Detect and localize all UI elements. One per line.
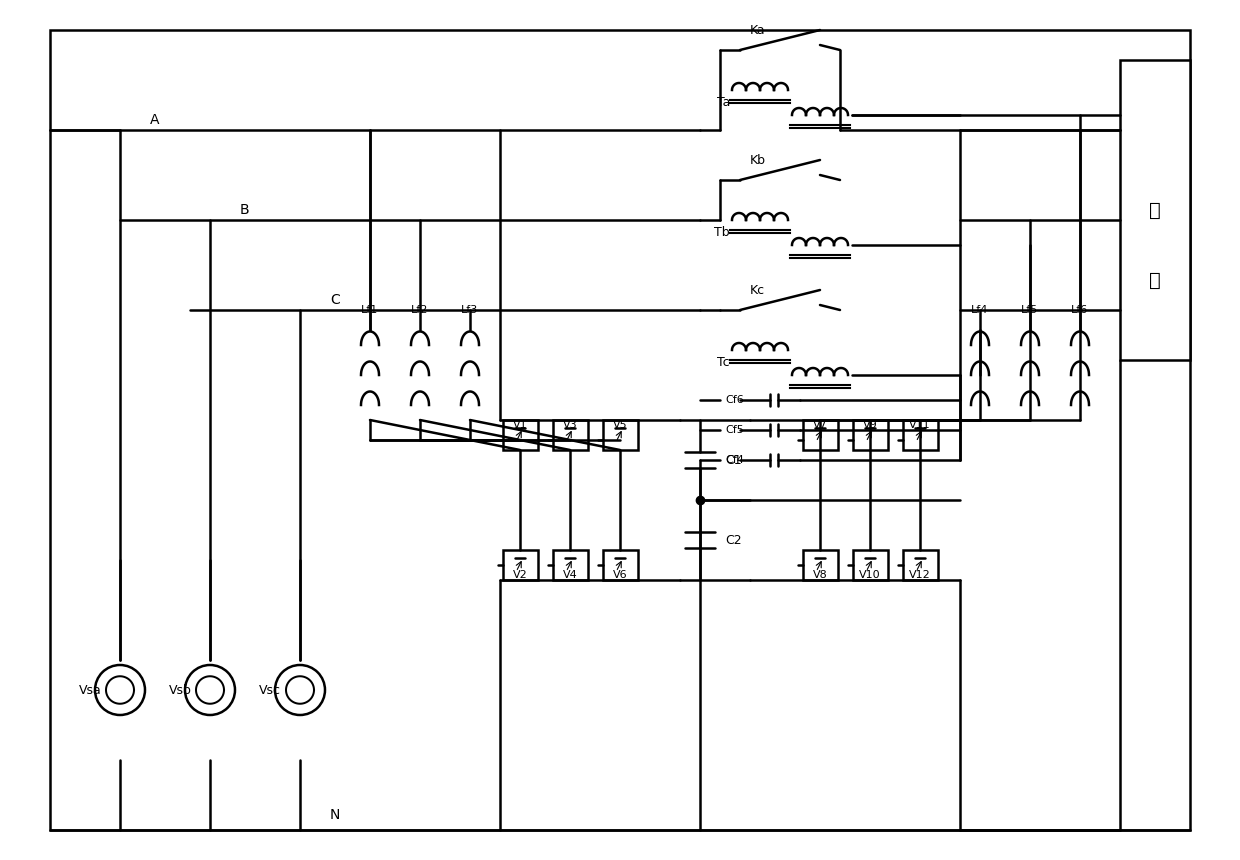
Text: V7: V7 [812, 420, 827, 430]
Bar [502, 550, 537, 580]
Bar [553, 420, 588, 450]
Text: Ta: Ta [717, 95, 730, 108]
Text: V2: V2 [512, 570, 527, 580]
Text: Ka: Ka [750, 23, 765, 36]
Text: V11: V11 [909, 420, 931, 430]
Text: V6: V6 [613, 570, 627, 580]
Bar [502, 420, 537, 450]
Text: Lf6: Lf6 [1071, 305, 1089, 315]
Text: Tc: Tc [718, 355, 730, 368]
Bar [853, 420, 888, 450]
Text: Lf5: Lf5 [1022, 305, 1039, 315]
Text: C: C [330, 293, 340, 307]
Text: Lf1: Lf1 [361, 305, 378, 315]
Bar [1120, 60, 1190, 360]
Bar [802, 420, 837, 450]
Bar [802, 550, 837, 580]
Text: Vsa: Vsa [78, 684, 102, 697]
Text: V4: V4 [563, 570, 578, 580]
Text: B: B [241, 203, 249, 217]
Text: V9: V9 [863, 420, 878, 430]
Bar [603, 550, 637, 580]
Text: V3: V3 [563, 420, 578, 430]
Text: C2: C2 [725, 533, 742, 546]
Text: Lf2: Lf2 [412, 305, 429, 315]
Text: Cf6: Cf6 [725, 395, 744, 405]
Text: A: A [150, 113, 160, 127]
Bar [903, 550, 937, 580]
Text: Cf4: Cf4 [725, 455, 744, 465]
Bar [553, 550, 588, 580]
Text: N: N [330, 808, 340, 822]
Text: Tb: Tb [714, 225, 730, 238]
Text: Kb: Kb [750, 153, 766, 167]
Text: V12: V12 [909, 570, 931, 580]
Text: C1: C1 [725, 453, 742, 466]
Bar [603, 420, 637, 450]
Text: 载: 载 [1149, 271, 1161, 290]
Text: Vsc: Vsc [259, 684, 281, 697]
Text: Lf3: Lf3 [461, 305, 479, 315]
Text: V10: V10 [859, 570, 880, 580]
Text: Vsb: Vsb [169, 684, 191, 697]
Bar [903, 420, 937, 450]
Text: Kc: Kc [750, 284, 765, 297]
Text: 负: 负 [1149, 200, 1161, 219]
Bar [853, 550, 888, 580]
Text: V1: V1 [512, 420, 527, 430]
Text: Cf5: Cf5 [725, 425, 744, 435]
Text: V8: V8 [812, 570, 827, 580]
Text: Lf4: Lf4 [971, 305, 988, 315]
Text: V5: V5 [613, 420, 627, 430]
